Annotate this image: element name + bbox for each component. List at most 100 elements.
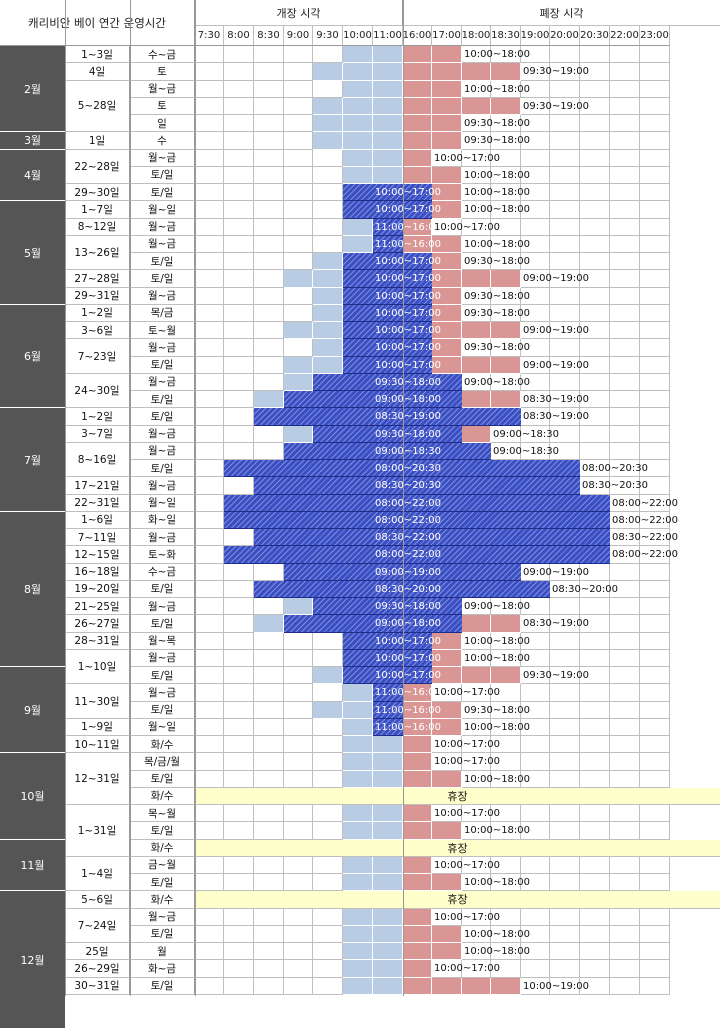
open-hours-fill — [313, 97, 343, 115]
grid-cell — [610, 632, 640, 650]
peak-hours-fill — [343, 304, 432, 322]
peak-hours-label: 10:00~17:00 — [375, 652, 442, 664]
day-of-week-label: 토/일 — [130, 977, 195, 995]
grid-cell — [462, 115, 491, 133]
open-hours-fill — [343, 822, 373, 840]
grid-cell — [640, 770, 670, 788]
grid-cell — [610, 805, 640, 823]
grid-cell — [491, 943, 521, 961]
day-of-week-label: 토/일 — [130, 580, 195, 598]
operating-hours-label: 09:00~19:00 — [523, 566, 590, 578]
grid-cell — [580, 287, 610, 305]
grid-cell — [224, 701, 254, 719]
grid-cell — [521, 166, 550, 184]
time-slot-header: 23:00 — [640, 26, 670, 46]
grid-cell — [224, 908, 254, 926]
grid-cell — [550, 235, 580, 253]
time-slot-header: 10:00 — [343, 26, 373, 46]
grid-cell — [521, 46, 550, 64]
open-hours-fill — [373, 770, 403, 788]
day-of-week-label: 토/일 — [130, 701, 195, 719]
open-hours-fill — [373, 874, 403, 892]
day-of-week-label: 월 — [130, 943, 195, 961]
grid-cell — [640, 805, 670, 823]
grid-cell — [640, 339, 670, 357]
grid-cell — [640, 253, 670, 271]
close-hours-fill — [403, 115, 432, 133]
grid-cell — [254, 960, 284, 978]
close-hours-fill — [403, 977, 432, 995]
grid-cell — [550, 649, 580, 667]
grid-cell — [224, 408, 254, 426]
operating-hours-label: 09:30~18:00 — [464, 118, 531, 130]
grid-cell — [550, 753, 580, 771]
grid-cell — [254, 925, 284, 943]
day-of-week-label: 월~금 — [130, 149, 195, 167]
grid-cell — [462, 770, 491, 788]
grid-cell — [610, 684, 640, 702]
grid-cell — [195, 667, 224, 685]
grid-cell — [640, 718, 670, 736]
grid-cell — [550, 373, 580, 391]
grid-cell — [224, 856, 254, 874]
grid-cell — [224, 184, 254, 202]
grid-cell — [580, 908, 610, 926]
grid-cell — [254, 701, 284, 719]
grid-cell — [640, 304, 670, 322]
close-header: 폐장 시각 — [403, 0, 720, 26]
grid-cell — [550, 80, 580, 98]
grid-cell — [610, 115, 640, 133]
grid-cell — [610, 408, 640, 426]
close-hours-fill — [491, 615, 521, 633]
grid-cell — [640, 97, 670, 115]
day-of-week-label: 월~일 — [130, 718, 195, 736]
grid-cell — [195, 391, 224, 409]
close-hours-fill — [491, 322, 521, 340]
grid-cell — [195, 80, 224, 98]
grid-cell — [580, 684, 610, 702]
close-hours-fill — [403, 822, 432, 840]
grid-cell — [224, 615, 254, 633]
operating-hours-label: 09:00~18:00 — [464, 376, 531, 388]
peak-hours-fill — [313, 373, 462, 391]
grid-cell — [550, 425, 580, 443]
grid-cell — [284, 649, 313, 667]
day-of-week-label: 월~목 — [130, 632, 195, 650]
grid-cell — [491, 822, 521, 840]
grid-cell — [550, 408, 580, 426]
grid-cell — [640, 925, 670, 943]
open-hours-fill — [313, 356, 343, 374]
open-hours-fill — [373, 97, 403, 115]
open-hours-fill — [343, 46, 373, 64]
operating-hours-label: 09:30~19:00 — [523, 670, 590, 682]
operating-hours-label: 08:30~22:00 — [612, 532, 679, 544]
peak-hours-label: 11:00~16:00 — [375, 687, 442, 699]
time-slot-header: 7:30 — [195, 26, 224, 46]
grid-cell — [580, 425, 610, 443]
grid-cell — [491, 115, 521, 133]
date-range-label: 12~15일 — [65, 546, 130, 564]
grid-cell — [195, 511, 224, 529]
grid-cell — [224, 770, 254, 788]
grid-cell — [550, 97, 580, 115]
grid-cell — [491, 701, 521, 719]
day-of-week-label: 토 — [130, 63, 195, 81]
grid-cell — [610, 770, 640, 788]
day-of-week-label: 수 — [130, 132, 195, 150]
close-hours-fill — [403, 149, 432, 167]
grid-cell — [254, 856, 284, 874]
date-range-label: 5~6일 — [65, 891, 130, 909]
grid-cell — [254, 235, 284, 253]
grid-cell — [254, 563, 284, 581]
grid-cell — [550, 253, 580, 271]
grid-cell — [254, 649, 284, 667]
grid-cell — [610, 546, 640, 564]
operating-hours-label: 08:00~22:00 — [612, 497, 679, 509]
grid-cell — [195, 408, 224, 426]
day-of-week-label: 토/일 — [130, 925, 195, 943]
date-range-label: 1~10일 — [65, 649, 130, 685]
time-slot-header: 19:00 — [521, 26, 550, 46]
operating-hours-label: 08:30~19:00 — [523, 618, 590, 630]
grid-cell — [610, 494, 640, 512]
open-hours-fill — [343, 925, 373, 943]
